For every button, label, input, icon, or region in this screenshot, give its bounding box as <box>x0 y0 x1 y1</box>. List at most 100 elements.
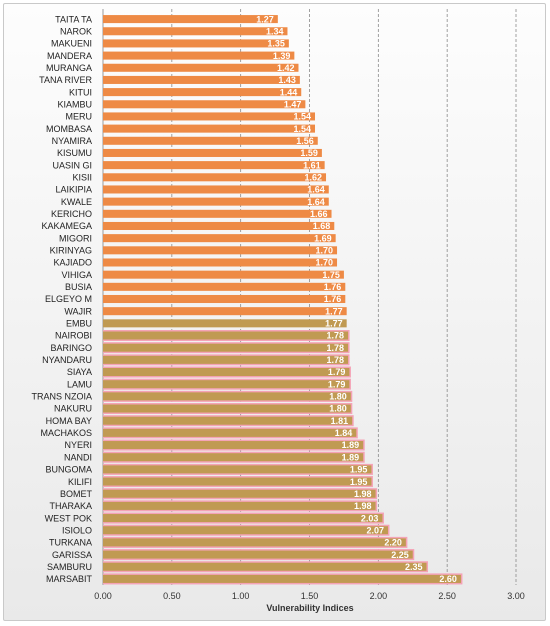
category-label: EMBU <box>66 319 92 329</box>
bar <box>103 574 461 583</box>
data-label: 1.80 <box>329 404 347 414</box>
data-label: 1.78 <box>327 343 345 353</box>
bar <box>103 514 383 523</box>
category-label: KISII <box>72 172 92 182</box>
data-label: 1.62 <box>304 172 322 182</box>
data-label: 1.89 <box>342 452 360 462</box>
category-label: NYAMIRA <box>52 136 92 146</box>
bar <box>103 234 336 243</box>
category-label: WEST POK <box>45 513 92 523</box>
bar <box>103 538 406 547</box>
category-label: KISUMU <box>57 148 92 158</box>
bar <box>103 148 322 157</box>
category-label: BOMET <box>60 489 93 499</box>
data-label: 1.95 <box>350 465 368 475</box>
data-label: 1.77 <box>325 319 343 329</box>
bar <box>103 501 376 510</box>
data-label: 2.03 <box>361 513 379 523</box>
bar <box>103 258 338 267</box>
data-label: 1.66 <box>310 209 328 219</box>
data-label: 1.76 <box>324 282 342 292</box>
data-label: 1.84 <box>335 428 353 438</box>
category-label: MURANGA <box>46 63 92 73</box>
data-label: 1.95 <box>350 477 368 487</box>
bar <box>103 441 364 450</box>
x-axis-title: Vulnerability Indices <box>266 603 353 613</box>
category-label: TANA RIVER <box>39 75 92 85</box>
category-label: MARSABIT <box>46 574 93 584</box>
category-label: MANDERA <box>47 51 92 61</box>
category-label: KWALE <box>61 197 92 207</box>
bar <box>103 428 357 437</box>
data-label: 1.64 <box>307 197 325 207</box>
data-label: 1.44 <box>280 87 298 97</box>
category-label: GARISSA <box>52 550 92 560</box>
category-label: NYERI <box>64 440 92 450</box>
category-label: KILIFI <box>68 477 92 487</box>
bar <box>103 209 332 218</box>
bar <box>103 453 364 462</box>
bar <box>103 246 338 255</box>
bar <box>103 368 350 377</box>
data-label: 1.54 <box>293 124 311 134</box>
bars: 1.27 1.34 1.35 1.39 1.42 1.43 1.44 1.47 1.54 1.54… <box>103 14 463 585</box>
data-label: 1.68 <box>313 221 331 231</box>
data-label: 1.79 <box>328 379 346 389</box>
bar <box>103 489 376 498</box>
category-label: WAJIR <box>64 306 92 316</box>
x-tick-label: 1.50 <box>301 591 319 601</box>
bar <box>103 100 306 109</box>
category-label: BUSIA <box>65 282 92 292</box>
bar <box>103 63 299 72</box>
bar <box>103 392 351 401</box>
category-label: THARAKA <box>49 501 92 511</box>
bar <box>103 294 346 304</box>
data-label: 1.59 <box>300 148 318 158</box>
data-label: 2.60 <box>439 574 457 584</box>
bar <box>103 307 347 316</box>
data-label: 2.20 <box>384 538 402 548</box>
data-label: 1.70 <box>316 246 334 256</box>
bar <box>103 197 329 206</box>
data-label: 2.25 <box>391 550 409 560</box>
bar <box>103 136 318 145</box>
data-label: 1.98 <box>354 489 372 499</box>
bar <box>103 185 329 194</box>
bar <box>103 477 372 486</box>
category-label: HOMA BAY <box>46 416 92 426</box>
x-tick-label: 0.50 <box>163 591 181 601</box>
category-label: TRANS NZOIA <box>31 392 92 402</box>
bar <box>103 88 302 97</box>
bar <box>103 221 335 230</box>
bar <box>103 380 350 389</box>
bar <box>103 550 413 559</box>
data-label: 1.64 <box>307 185 325 195</box>
category-label: VIHIGA <box>61 270 92 280</box>
category-label: BUNGOMA <box>45 465 92 475</box>
data-label: 2.35 <box>405 562 423 572</box>
bar <box>103 39 289 48</box>
bar <box>103 355 349 364</box>
x-tick-label: 2.00 <box>370 591 388 601</box>
category-label: ELGEYO M <box>45 294 92 304</box>
data-label: 1.98 <box>354 501 372 511</box>
category-label: NAIROBI <box>55 331 92 341</box>
data-label: 1.78 <box>327 355 345 365</box>
category-label: KAKAMEGA <box>41 221 92 231</box>
bar <box>103 51 295 60</box>
data-label: 1.75 <box>322 270 340 280</box>
data-label: 1.70 <box>316 258 334 268</box>
category-labels: TAITA TA NAROK MAKUENI MANDERA MURANGA TANA R… <box>31 14 92 584</box>
bar <box>103 416 353 425</box>
category-label: SIAYA <box>67 367 92 377</box>
bar <box>103 343 349 352</box>
data-label: 1.56 <box>296 136 314 146</box>
data-label: 2.07 <box>366 525 384 535</box>
x-tick-labels: 0.00 0.50 1.00 1.50 2.00 2.50 3.00 <box>94 591 525 601</box>
x-tick-label: 3.00 <box>507 591 525 601</box>
data-label: 1.80 <box>329 392 347 402</box>
category-label: KIRINYAG <box>50 246 92 256</box>
data-label: 1.43 <box>278 75 296 85</box>
data-label: 1.89 <box>342 440 360 450</box>
